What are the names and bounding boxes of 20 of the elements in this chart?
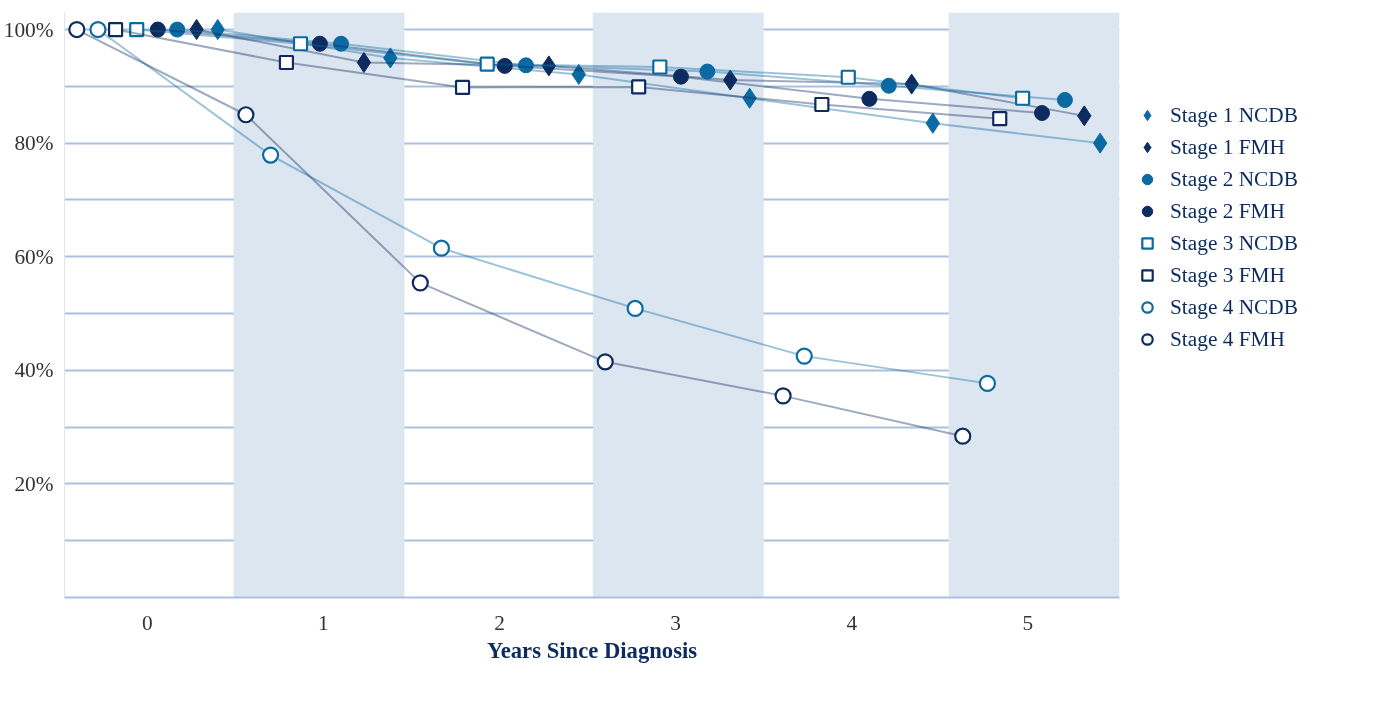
legend-label: Stage 4 FMH — [1170, 326, 1285, 352]
legend-label: Stage 3 NCDB — [1170, 230, 1298, 256]
x-tick-label: 0 — [141, 610, 153, 635]
y-tick-label: 100% — [3, 17, 54, 42]
legend-label: Stage 3 FMH — [1170, 262, 1285, 288]
x-tick-label: 3 — [670, 610, 681, 635]
x-tick-label: 1 — [318, 610, 329, 635]
legend-label: Stage 2 FMH — [1170, 198, 1285, 224]
x-tick-label: 5 — [1022, 610, 1034, 635]
y-tick-label: 80% — [14, 131, 54, 156]
legend-label: Stage 1 FMH — [1170, 134, 1285, 160]
legend-label: Stage 2 NCDB — [1170, 166, 1298, 192]
x-tick-label: 4 — [846, 610, 858, 635]
x-tick-label: 2 — [494, 610, 505, 635]
y-tick-label: 40% — [14, 358, 54, 383]
legend-label: Stage 4 NCDB — [1170, 294, 1298, 320]
y-tick-label: 60% — [14, 244, 54, 269]
y-tick-label: 20% — [14, 471, 54, 496]
legend-label: Stage 1 NCDB — [1170, 102, 1298, 128]
x-axis-title: Years Since Diagnosis — [486, 637, 698, 663]
